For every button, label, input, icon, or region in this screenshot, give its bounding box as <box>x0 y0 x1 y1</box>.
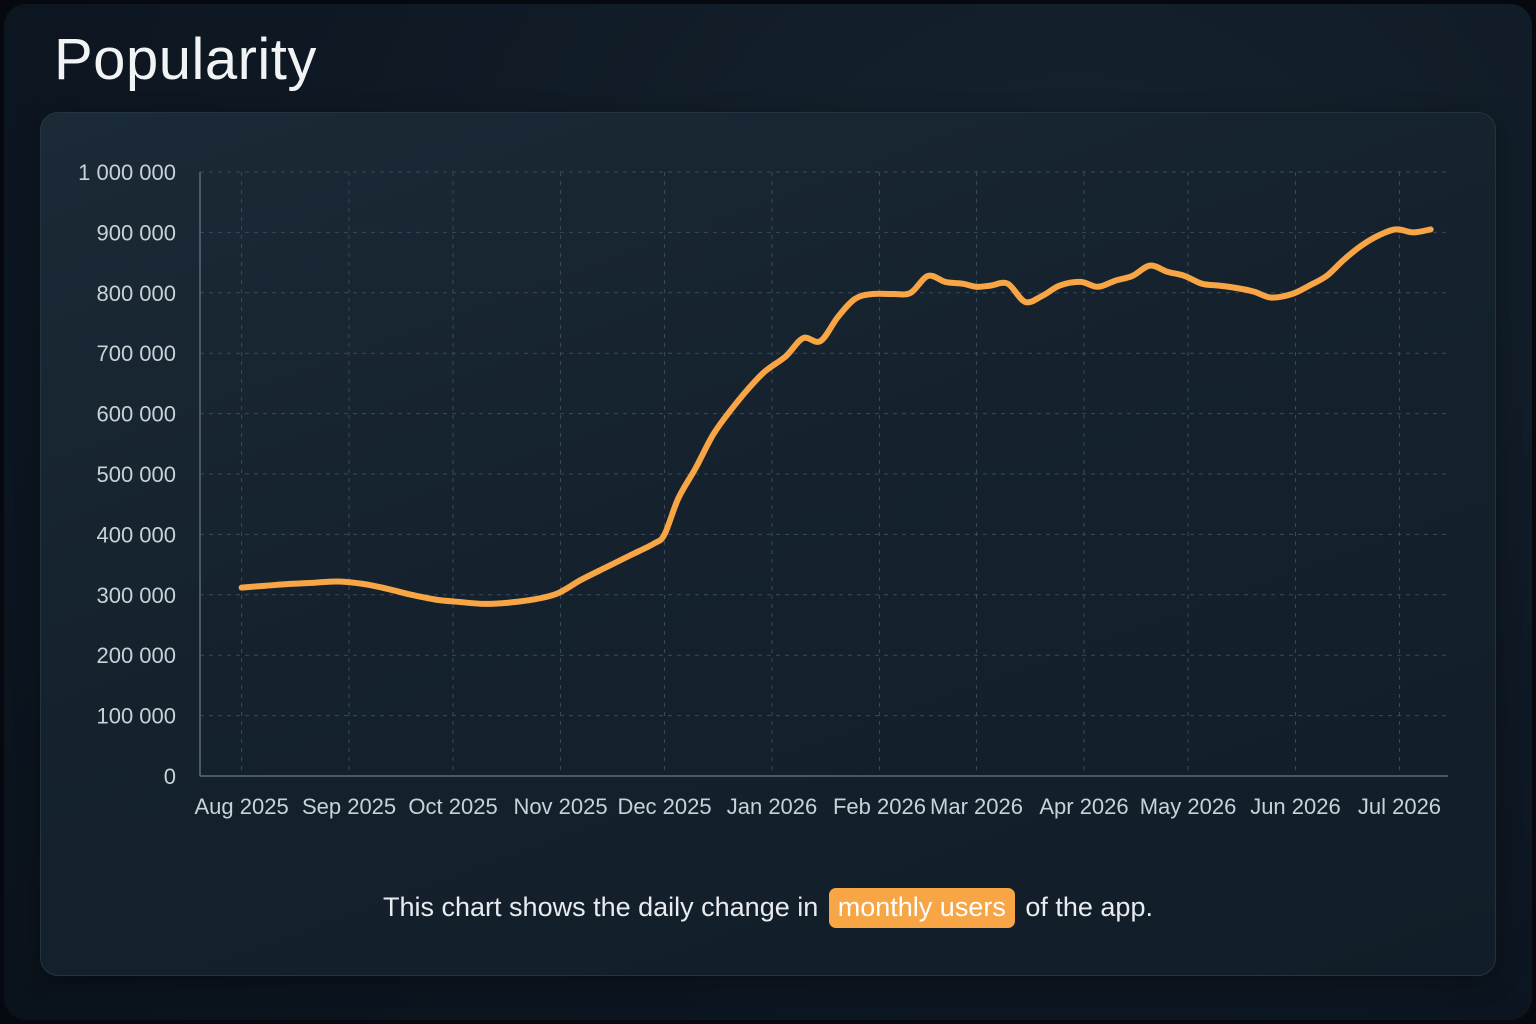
caption-text-after: of the app. <box>1025 892 1153 922</box>
x-tick-label: Mar 2026 <box>930 794 1023 819</box>
x-tick-label: Feb 2026 <box>833 794 926 819</box>
app-frame: Popularity 0 100 000 200 000 300 000 400 000… <box>4 4 1532 1020</box>
axes <box>199 172 1448 777</box>
x-axis-tick-labels: Aug 2025 Sep 2025 Oct 2025 Nov 2025 Dec 2025… <box>194 794 1441 819</box>
chart-caption: This chart shows the daily change in mon… <box>40 888 1496 928</box>
chart-card <box>40 112 1496 976</box>
x-tick-label: May 2026 <box>1140 794 1237 819</box>
y-tick-label: 0 <box>164 764 176 789</box>
caption-highlight: monthly users <box>828 888 1015 928</box>
line-chart: 0 100 000 200 000 300 000 400 000 500 000 600 … <box>78 160 1448 819</box>
x-tick-label: Nov 2025 <box>513 794 607 819</box>
x-tick-label: Oct 2025 <box>408 794 497 819</box>
x-tick-label: Dec 2025 <box>617 794 711 819</box>
caption-text-before: This chart shows the daily change in <box>383 892 819 922</box>
y-tick-label: 700 000 <box>96 341 176 366</box>
x-tick-label: Apr 2026 <box>1039 794 1128 819</box>
y-tick-label: 600 000 <box>96 402 176 427</box>
y-tick-label: 900 000 <box>96 220 176 245</box>
x-tick-label: Jan 2026 <box>727 794 818 819</box>
y-tick-label: 800 000 <box>96 281 176 306</box>
page-title: Popularity <box>54 27 317 92</box>
series-line <box>238 226 1434 607</box>
y-tick-label: 400 000 <box>96 522 176 547</box>
x-tick-label: Jun 2026 <box>1250 794 1341 819</box>
y-tick-label: 1 000 000 <box>78 160 176 185</box>
grid-lines <box>200 171 1448 776</box>
x-tick-label: Sep 2025 <box>302 794 396 819</box>
y-axis-tick-labels: 0 100 000 200 000 300 000 400 000 500 000 600 … <box>78 160 176 789</box>
x-tick-label: Aug 2025 <box>194 794 288 819</box>
y-tick-label: 100 000 <box>96 704 176 729</box>
y-tick-label: 300 000 <box>96 583 176 608</box>
series-layer <box>238 226 1434 607</box>
x-tick-label: Jul 2026 <box>1358 794 1441 819</box>
y-tick-label: 500 000 <box>96 462 176 487</box>
y-tick-label: 200 000 <box>96 643 176 668</box>
